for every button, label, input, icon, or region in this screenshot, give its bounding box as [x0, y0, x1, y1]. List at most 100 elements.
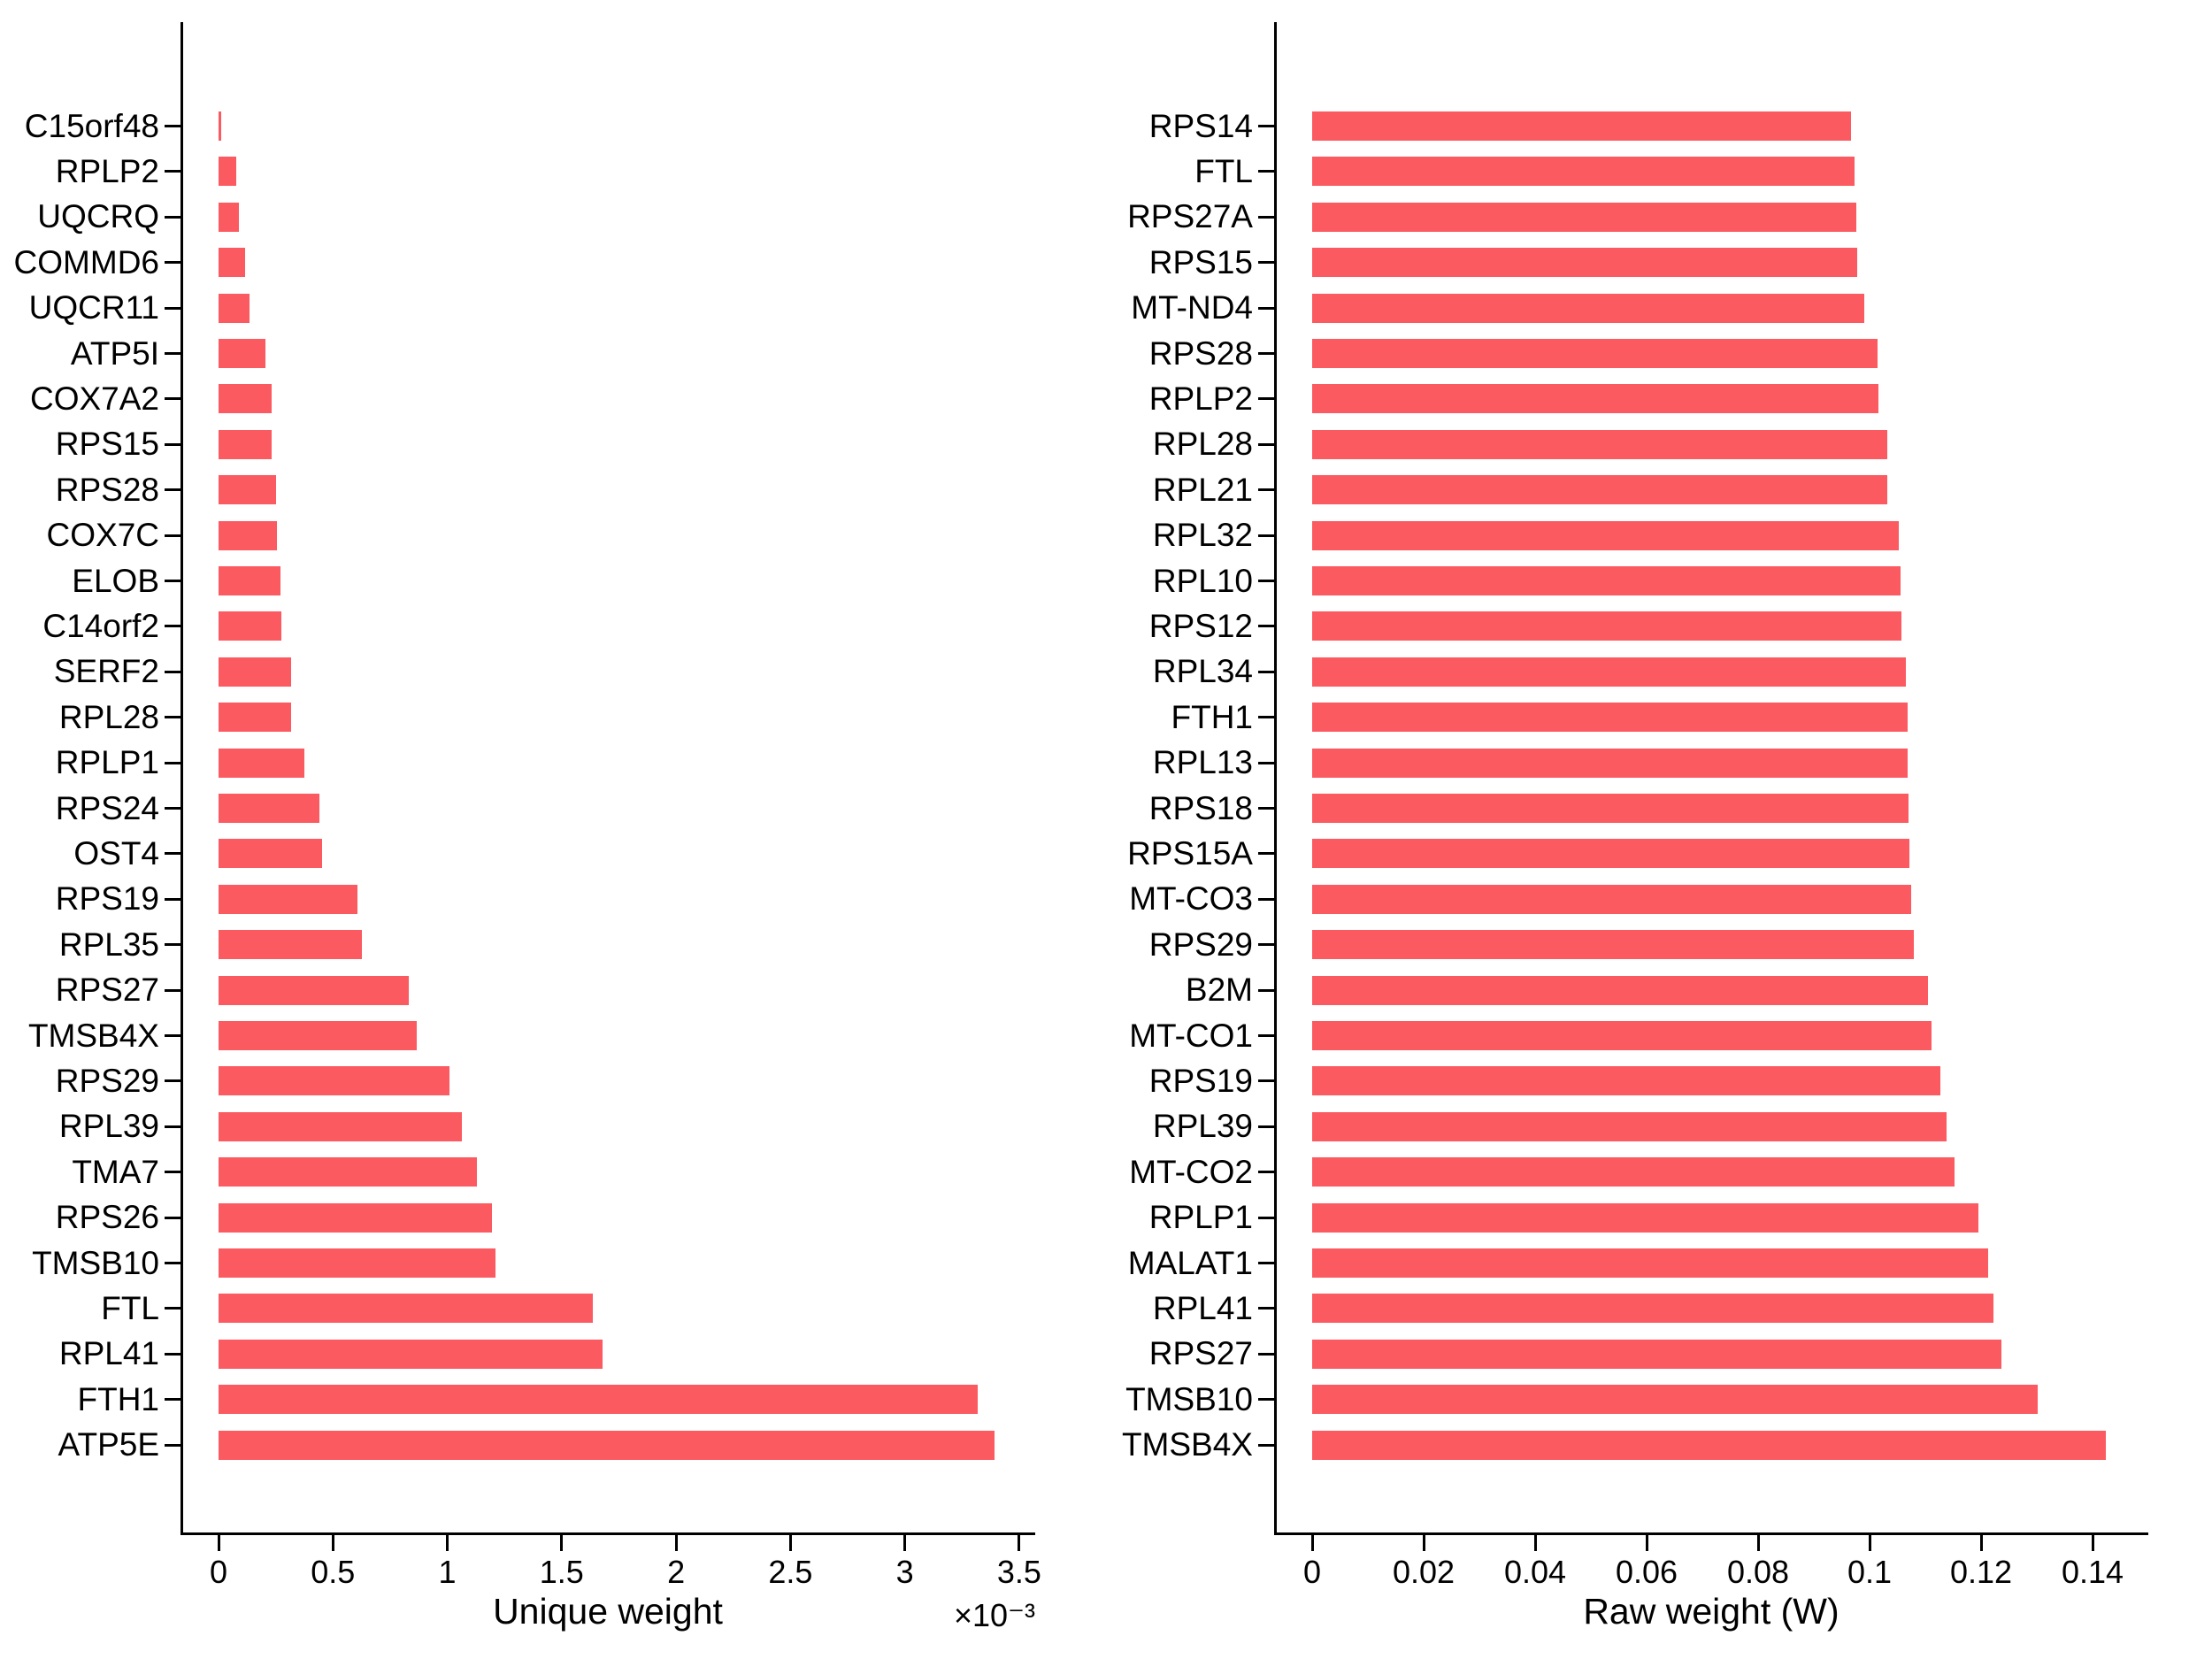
y-tick	[1258, 670, 1274, 673]
y-tick-label-ost4: OST4	[73, 834, 159, 872]
x-tick	[217, 1535, 220, 1551]
x-tick-label: 0.12	[1949, 1554, 2013, 1590]
y-tick	[165, 807, 180, 810]
y-tick	[1258, 1125, 1274, 1128]
y-tick-label-mt-nd4: MT-ND4	[1131, 289, 1253, 326]
bar-mt-nd4	[1312, 293, 1865, 323]
y-tick-label-tmsb10: TMSB10	[32, 1244, 159, 1281]
bar-rps19	[219, 884, 358, 914]
bar-rps26	[219, 1202, 492, 1233]
bar-uqcrq	[219, 202, 239, 232]
x-axis-label-raw-weight: Raw weight (W)	[1583, 1591, 1839, 1632]
bar-rps15	[1312, 248, 1857, 278]
y-tick-label-fth1: FTH1	[77, 1380, 160, 1417]
y-tick	[1258, 1352, 1274, 1356]
y-tick-label-rpl32: RPL32	[1152, 517, 1253, 554]
bar-rps29	[219, 1066, 449, 1096]
y-tick	[165, 1262, 180, 1264]
y-tick	[165, 716, 180, 719]
y-tick	[1258, 1079, 1274, 1083]
x-tick-label: 0.14	[2061, 1554, 2124, 1590]
y-tick	[165, 1398, 180, 1402]
bar-rps28	[1312, 339, 1878, 368]
y-tick	[165, 943, 180, 947]
bar-rps29	[1312, 930, 1915, 960]
y-tick	[1258, 1443, 1274, 1447]
bar-rpl35	[219, 930, 363, 960]
y-tick	[1258, 852, 1274, 856]
y-tick-label-rps14: RPS14	[1148, 107, 1253, 144]
y-tick-label-rpl41: RPL41	[58, 1335, 159, 1372]
x-tick	[1018, 1535, 1021, 1551]
bar-rplp2	[1312, 384, 1879, 414]
y-tick-label-serf2: SERF2	[53, 653, 159, 690]
bar-rps18	[1312, 794, 1909, 823]
y-tick	[1258, 125, 1274, 127]
y-tick	[1258, 1398, 1274, 1402]
y-tick-label-rpl41: RPL41	[1152, 1289, 1253, 1326]
y-tick-label-atp5e: ATP5E	[58, 1426, 159, 1463]
y-tick	[165, 1307, 180, 1310]
y-tick	[1258, 807, 1274, 810]
y-tick	[1258, 170, 1274, 173]
y-tick-label-rps27a: RPS27A	[1127, 198, 1253, 235]
y-tick-label-rps15a: RPS15A	[1127, 834, 1253, 872]
y-tick-label-commd6: COMMD6	[13, 243, 159, 280]
x-tick-label: 0.1	[1847, 1554, 1893, 1590]
x-tick	[331, 1535, 334, 1551]
y-tick	[1258, 261, 1274, 265]
bar-rplp1	[219, 748, 305, 778]
y-tick	[1258, 988, 1274, 992]
y-tick-label-rpl28: RPL28	[1152, 426, 1253, 463]
y-tick	[165, 580, 180, 582]
x-tick	[446, 1535, 449, 1551]
y-tick	[1258, 943, 1274, 947]
y-tick-label-rpl21: RPL21	[1152, 471, 1253, 508]
y-tick-label-rps18: RPS18	[1148, 789, 1253, 826]
y-tick	[165, 488, 180, 492]
y-tick	[1258, 442, 1274, 446]
y-tick-label-ftl: FTL	[101, 1289, 159, 1326]
bar-rpl21	[1312, 475, 1887, 505]
y-tick-label-rpl28: RPL28	[58, 698, 159, 735]
x-tick-label: 0.02	[1392, 1554, 1455, 1590]
y-tick-label-rplp1: RPLP1	[55, 744, 159, 781]
bar-rps27	[219, 975, 409, 1005]
x-tick-label: 1.5	[539, 1554, 584, 1590]
bar-fth1	[1312, 703, 1908, 733]
bar-tmsb10	[1312, 1385, 2038, 1415]
y-tick	[165, 1216, 180, 1219]
y-tick	[165, 761, 180, 764]
x-tick-label: 0.04	[1503, 1554, 1567, 1590]
bar-rpl13	[1312, 748, 1908, 778]
y-tick-label-rps29: RPS29	[55, 1062, 159, 1099]
bar-rps27a	[1312, 202, 1856, 232]
bar-rpl32	[1312, 520, 1899, 550]
y-tick	[165, 1171, 180, 1174]
y-tick	[1258, 352, 1274, 355]
x-tick	[1533, 1535, 1537, 1551]
y-tick-label-rpl10: RPL10	[1152, 562, 1253, 599]
bar-elob	[219, 566, 280, 595]
x-tick-label: 0	[1302, 1554, 1322, 1590]
y-tick	[1258, 1034, 1274, 1037]
y-tick-label-rps28: RPS28	[1148, 334, 1253, 372]
x-tick	[1756, 1535, 1760, 1551]
bar-rplp2	[219, 157, 236, 187]
x-tick	[1645, 1535, 1648, 1551]
y-tick	[165, 352, 180, 355]
y-tick-label-atp5i: ATP5I	[70, 334, 159, 372]
bar-rps12	[1312, 611, 1901, 641]
bar-rplp1	[1312, 1202, 1979, 1233]
y-tick-label-rps19: RPS19	[1148, 1062, 1253, 1099]
y-tick-label-rps15: RPS15	[1148, 243, 1253, 280]
x-tick-label: 0.06	[1615, 1554, 1678, 1590]
y-tick-label-rps27: RPS27	[1148, 1335, 1253, 1372]
y-tick-label-rpl35: RPL35	[58, 926, 159, 963]
y-tick	[165, 1125, 180, 1128]
x-tick-label: 3.5	[996, 1554, 1041, 1590]
x-tick-label: 1	[438, 1554, 457, 1590]
bar-serf2	[219, 657, 292, 687]
y-tick	[1258, 897, 1274, 901]
bar-tma7	[219, 1157, 478, 1187]
